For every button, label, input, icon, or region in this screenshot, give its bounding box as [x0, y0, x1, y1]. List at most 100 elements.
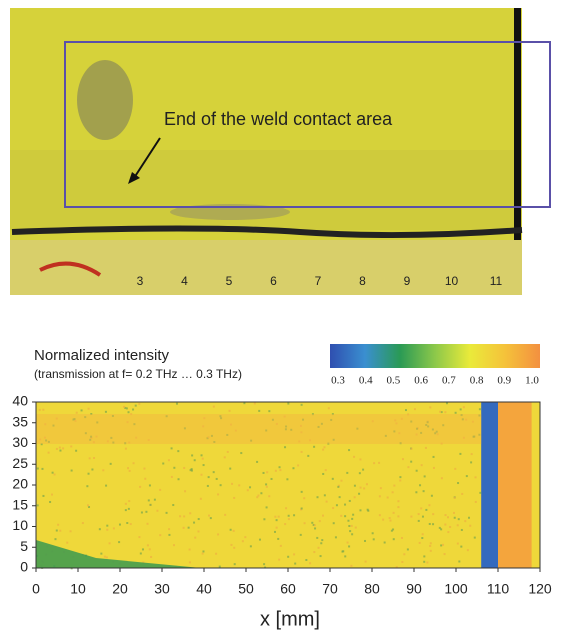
speckle: [263, 472, 265, 474]
speckle: [423, 561, 425, 563]
speckle: [354, 485, 356, 487]
speckle: [447, 516, 449, 518]
speckle: [49, 501, 51, 503]
speckle: [220, 484, 222, 486]
orange-band: [36, 414, 481, 444]
photo-stain: [77, 60, 133, 140]
speckle: [294, 563, 296, 565]
speckle: [143, 468, 145, 470]
speckle: [178, 478, 180, 480]
speckle: [320, 542, 322, 544]
speckle: [189, 512, 191, 514]
speckle: [75, 450, 77, 452]
speckle: [362, 469, 364, 471]
y-tick-label: 30: [12, 434, 28, 450]
speckle: [135, 405, 137, 407]
speckle: [392, 491, 394, 493]
speckle: [414, 408, 416, 410]
speckle: [407, 548, 409, 550]
speckle: [347, 542, 349, 544]
speckle: [352, 514, 354, 516]
speckle: [138, 403, 140, 405]
speckle: [367, 509, 369, 511]
speckle: [132, 408, 134, 410]
speckle: [128, 500, 130, 502]
x-tick-label: 30: [154, 581, 170, 597]
y-tick-label: 0: [20, 559, 28, 575]
speckle: [445, 514, 447, 516]
speckle: [227, 451, 229, 453]
speckle: [126, 407, 128, 409]
speckle: [359, 458, 361, 460]
speckle: [350, 565, 352, 567]
speckle: [202, 553, 204, 555]
speckle: [287, 556, 289, 558]
speckle: [423, 555, 425, 557]
speckle: [423, 490, 425, 492]
speckle: [397, 506, 399, 508]
speckle: [419, 542, 421, 544]
speckle: [344, 555, 346, 557]
speckle: [391, 530, 393, 532]
x-tick-label: 120: [528, 581, 552, 597]
speckle: [339, 496, 341, 498]
speckle: [62, 447, 64, 449]
speckle: [70, 445, 72, 447]
speckle: [454, 468, 456, 470]
speckle: [351, 533, 353, 535]
speckle: [340, 515, 342, 517]
colorbar-tick-label: 0.9: [497, 375, 511, 387]
speckle: [447, 531, 449, 533]
speckle: [81, 409, 83, 411]
speckle: [229, 410, 231, 412]
speckle: [319, 520, 321, 522]
x-tick-label: 90: [406, 581, 422, 597]
speckle: [159, 489, 161, 491]
speckle: [301, 404, 303, 406]
speckle: [150, 556, 152, 558]
ruler-label: 10: [445, 274, 459, 288]
speckle: [454, 517, 456, 519]
speckle: [200, 474, 202, 476]
speckle: [128, 508, 130, 510]
speckle: [138, 536, 140, 538]
chart-subtitle: (transmission at f= 0.2 THz … 0.3 THz): [34, 367, 242, 381]
speckle: [233, 497, 235, 499]
speckle: [467, 549, 469, 551]
photo: End of the weld contact area 34567891011: [10, 8, 550, 295]
speckle: [56, 530, 58, 532]
speckle: [420, 507, 422, 509]
speckle: [461, 529, 463, 531]
speckle: [461, 493, 463, 495]
speckle: [217, 493, 219, 495]
speckle: [301, 507, 303, 509]
speckle: [119, 524, 121, 526]
speckle: [149, 548, 151, 550]
speckle: [59, 530, 61, 532]
x-tick-label: 100: [444, 581, 468, 597]
speckle: [464, 520, 466, 522]
speckle: [254, 402, 256, 404]
speckle: [256, 461, 258, 463]
speckle: [224, 514, 226, 516]
speckle: [432, 513, 434, 515]
speckle: [309, 562, 311, 564]
speckle: [100, 553, 102, 555]
speckle: [332, 478, 334, 480]
colorbar-tick-label: 0.6: [414, 375, 428, 387]
speckle: [208, 476, 210, 478]
ruler-label: 5: [226, 274, 233, 288]
speckle: [366, 483, 368, 485]
speckle: [288, 515, 290, 517]
speckle: [470, 461, 472, 463]
speckle: [162, 462, 164, 464]
speckle: [418, 513, 420, 515]
speckle: [460, 408, 462, 410]
speckle: [286, 478, 288, 480]
speckle: [142, 548, 144, 550]
speckle: [301, 491, 303, 493]
speckle: [379, 514, 381, 516]
speckle: [231, 483, 233, 485]
speckle: [425, 447, 427, 449]
colorbar-tick-label: 1.0: [525, 375, 539, 387]
